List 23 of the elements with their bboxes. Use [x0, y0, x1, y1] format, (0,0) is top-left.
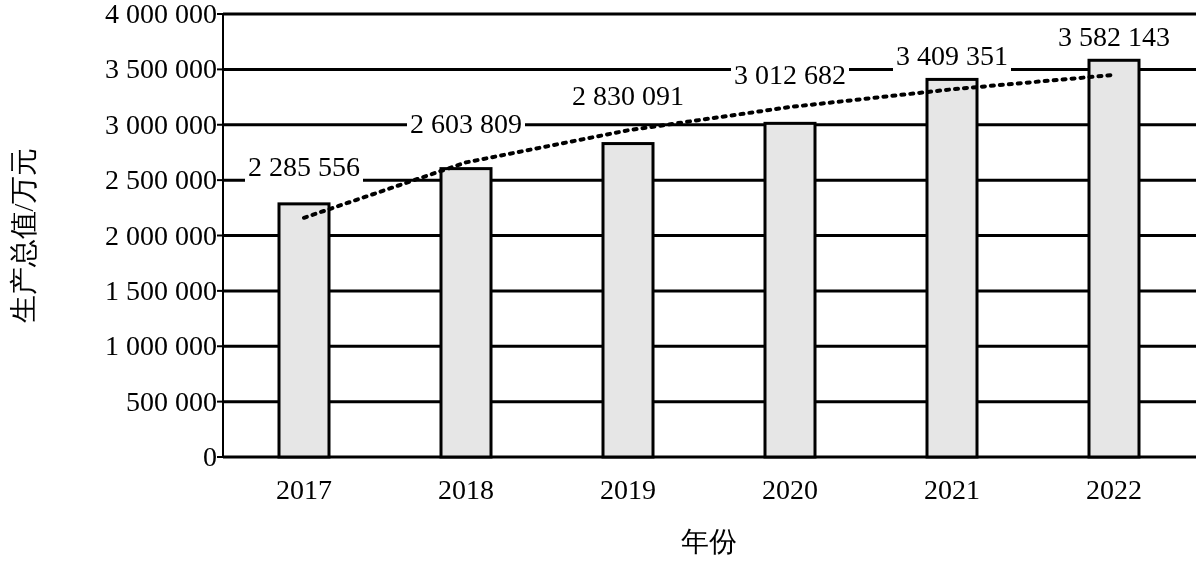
- y-tick-label: 3 000 000: [105, 108, 217, 140]
- y-tick-label: 500 000: [126, 385, 217, 417]
- x-tick-label: 2021: [924, 474, 980, 505]
- y-tick-label: 4 000 000: [105, 0, 217, 29]
- data-label: 3 409 351: [896, 40, 1008, 72]
- y-tick-label: 1 500 000: [105, 274, 217, 306]
- x-tick-label: 2020: [762, 474, 818, 505]
- data-label: 2 603 809: [410, 107, 522, 139]
- y-tick-label: 2 000 000: [105, 219, 217, 251]
- x-tick-label: 2017: [276, 474, 332, 505]
- x-tick-label: 2022: [1086, 474, 1142, 505]
- data-label: 3 582 143: [1058, 21, 1170, 53]
- x-axis-title: 年份: [681, 526, 737, 557]
- x-tick-label: 2019: [600, 474, 656, 505]
- data-label: 2 830 091: [572, 79, 684, 111]
- data-label: 3 012 682: [734, 59, 846, 91]
- y-axis-title: 生产总值/万元: [8, 147, 39, 324]
- x-tick-label: 2018: [438, 474, 494, 505]
- y-tick-label: 0: [203, 441, 217, 472]
- y-tick-label: 3 500 000: [105, 53, 217, 85]
- y-tick-label: 2 500 000: [105, 164, 217, 196]
- y-tick-label: 1 000 000: [105, 330, 217, 362]
- data-label: 2 285 556: [248, 151, 360, 183]
